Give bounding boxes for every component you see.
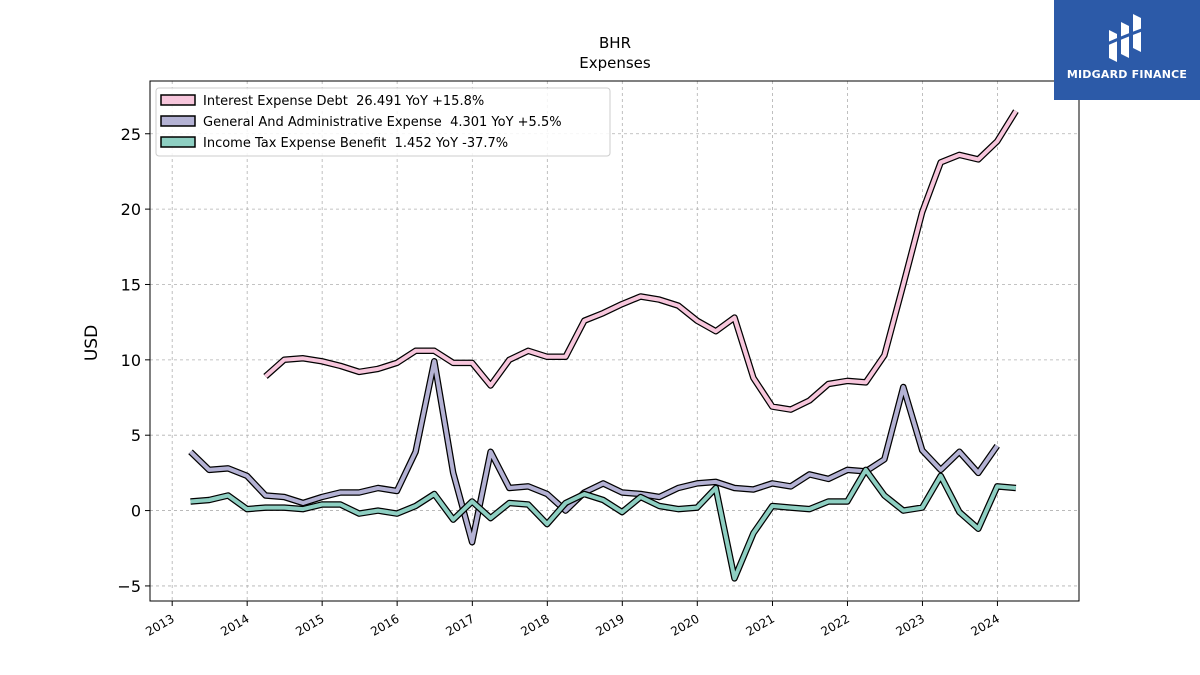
series-line-0 xyxy=(264,110,1018,412)
series-lines xyxy=(188,109,1019,582)
legend-label-2: Income Tax Expense Benefit 1.452 YoY -37… xyxy=(203,136,508,151)
x-tick-label: 2022 xyxy=(819,611,852,638)
chart-title: BHR xyxy=(599,34,631,52)
y-tick-label: 20 xyxy=(121,200,141,219)
grid-lines xyxy=(150,81,1079,601)
x-tick-label: 2023 xyxy=(894,611,927,638)
legend-box xyxy=(155,87,611,157)
y-axis-label: USD xyxy=(82,325,102,361)
x-tick-label: 2014 xyxy=(218,611,251,638)
x-tick-label: 2018 xyxy=(518,611,551,638)
y-tick-label: −5 xyxy=(117,577,141,596)
series-line-1 xyxy=(189,359,999,545)
y-tick-label: 0 xyxy=(131,502,141,521)
midgard-logo-icon xyxy=(1106,14,1148,62)
legend: Interest Expense Debt 26.491 YoY +15.8% G… xyxy=(155,87,611,157)
series-line-2 xyxy=(190,467,1017,581)
plot-frame xyxy=(149,80,1080,602)
x-tick-label: 2020 xyxy=(668,611,701,638)
legend-swatch-0 xyxy=(160,94,196,106)
brand-name: MIDGARD FINANCE xyxy=(1066,68,1188,81)
x-tick-label: 2019 xyxy=(593,611,626,638)
legend-swatch-1 xyxy=(160,115,196,127)
legend-swatch-2 xyxy=(160,136,196,148)
x-tick-label: 2015 xyxy=(293,611,326,638)
legend-label-1: General And Administrative Expense 4.301… xyxy=(203,115,562,130)
y-tick-label: 5 xyxy=(131,426,141,445)
midgard-finance-logo: MIDGARD FINANCE xyxy=(1054,0,1200,100)
x-tick-label: 2021 xyxy=(744,611,777,638)
x-tick-label: 2016 xyxy=(368,611,401,638)
chart-subtitle: Expenses xyxy=(579,54,651,72)
series-outline-1 xyxy=(188,358,1000,546)
x-tick-label: 2024 xyxy=(968,611,1001,638)
y-tick-label: 15 xyxy=(121,275,141,294)
y-tick-label: 25 xyxy=(121,125,141,144)
x-tick-label: 2017 xyxy=(443,611,476,638)
x-tick-label: 2013 xyxy=(143,611,176,638)
legend-label-0: Interest Expense Debt 26.491 YoY +15.8% xyxy=(203,94,484,109)
y-tick-label: 10 xyxy=(121,351,141,370)
